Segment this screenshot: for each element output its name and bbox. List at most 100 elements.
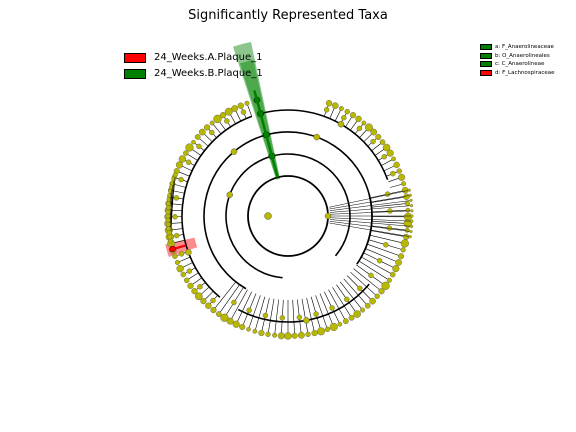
leaf-node — [409, 229, 413, 234]
leaf-node — [183, 150, 189, 156]
leaf-node — [165, 213, 171, 219]
leaf-node — [174, 260, 180, 265]
legend-label: 24_Weeks.B.Plaque_1 — [154, 68, 263, 79]
leaf-node — [392, 265, 400, 273]
leaf-node — [200, 298, 207, 305]
taxa-swatch — [480, 44, 492, 51]
branch-line — [292, 299, 295, 336]
branch-line — [328, 289, 347, 322]
clade-node — [226, 191, 233, 199]
clade-arc — [360, 194, 373, 259]
leaf-node — [403, 193, 410, 200]
branch-line — [315, 295, 328, 330]
group-legend: 24_Weeks.A.Plaque_1 24_Weeks.B.Plaque_1 — [124, 50, 263, 82]
leaf-node — [252, 328, 258, 334]
leaf-node — [401, 186, 409, 194]
branch-line — [301, 298, 309, 335]
leaf-node — [246, 327, 251, 332]
taxa-label: a: F_Anaerolineaceae — [495, 44, 554, 50]
leaf-node — [194, 134, 201, 140]
leaf-node — [404, 200, 410, 207]
leaf-node — [284, 332, 292, 340]
inner-node — [246, 307, 252, 314]
leaf-node — [410, 204, 414, 208]
leaf-node — [370, 128, 378, 136]
branch-line — [370, 230, 407, 238]
inner-node — [357, 285, 363, 292]
inner-node — [296, 314, 303, 321]
inner-node — [384, 191, 391, 197]
leaf-node — [386, 149, 394, 157]
leaf-node — [209, 120, 215, 126]
inner-node — [323, 107, 330, 113]
taxa-legend-entry: c: C_Anaerolineae — [480, 60, 554, 69]
leaf-node — [265, 331, 271, 337]
clade-arc — [247, 175, 329, 257]
branch-line — [213, 281, 237, 311]
taxa-legend: a: F_Anaerolineaceae b: O_Anaerolineales… — [480, 43, 554, 77]
branch-line — [371, 203, 408, 208]
branch-line — [329, 217, 412, 222]
inner-node — [356, 125, 363, 132]
leaf-node — [185, 143, 194, 152]
leaf-node — [395, 259, 402, 266]
clade-node — [337, 120, 345, 128]
highlight-branch — [253, 90, 279, 178]
branch-line — [329, 222, 411, 237]
legend-swatch — [124, 69, 146, 79]
leaf-node — [404, 227, 410, 233]
branch-line — [235, 291, 252, 325]
leaf-node — [403, 233, 410, 240]
branch-line — [339, 281, 363, 311]
leaf-node — [407, 188, 411, 192]
leaf-node — [381, 281, 390, 291]
leaf-node — [305, 331, 311, 337]
leaf-node — [172, 253, 178, 259]
inner-node — [224, 118, 230, 124]
leaf-node — [405, 207, 411, 213]
branch-line — [329, 210, 412, 215]
branch-line — [329, 219, 412, 227]
clade-node — [303, 317, 310, 324]
inner-node — [186, 268, 193, 274]
inner-node — [376, 258, 383, 264]
leaf-node — [400, 247, 406, 253]
chart-title: Significantly Represented Taxa — [188, 8, 388, 23]
leaf-node — [172, 172, 178, 178]
branch-line — [319, 293, 335, 328]
leaf-node — [410, 209, 414, 213]
taxa-legend-entry: d: F_Lachnospiraceae — [480, 69, 554, 78]
inner-node — [329, 305, 335, 311]
branch-line — [332, 287, 352, 318]
leaf-node — [183, 277, 190, 284]
branch-line — [274, 299, 279, 336]
branch-line — [358, 260, 390, 281]
leaf-node — [226, 317, 234, 325]
inner-node — [185, 159, 192, 165]
inner-node — [279, 315, 286, 321]
leaf-node — [191, 288, 198, 295]
inner-node — [383, 242, 389, 248]
clade-node — [185, 249, 192, 256]
leaf-node — [398, 253, 405, 260]
inner-node — [368, 272, 374, 279]
legend-swatch — [124, 53, 146, 63]
leaf-node — [379, 139, 386, 145]
leaf-node — [329, 322, 338, 331]
leaf-node — [165, 221, 171, 227]
leaf-node — [175, 161, 183, 169]
leaf-node — [389, 271, 396, 278]
highlight-node — [169, 245, 176, 253]
leaf-node — [353, 310, 361, 318]
leaf-node — [166, 230, 172, 236]
taxa-legend-entry: b: O_Anaerolineales — [480, 52, 554, 61]
inner-node — [196, 143, 202, 150]
leaf-node — [191, 139, 196, 145]
leaf-node — [378, 288, 385, 295]
inner-node — [197, 284, 203, 290]
leaf-node — [344, 108, 350, 115]
leaf-node — [398, 173, 406, 181]
leaf-node — [215, 311, 222, 317]
